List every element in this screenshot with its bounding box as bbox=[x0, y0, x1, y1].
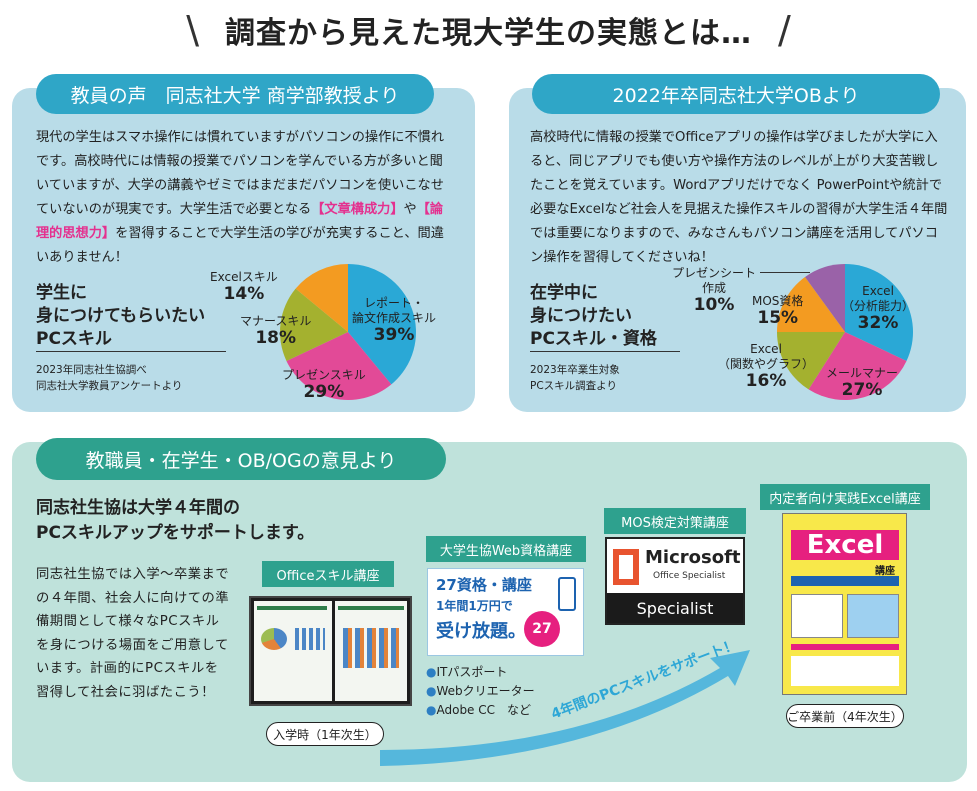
left-pie-label-excel: Excelスキル 14% bbox=[210, 270, 278, 304]
stage-freshman: 入学時（1年次生） bbox=[266, 722, 384, 746]
left-chart-source: 2023年同志社生協調べ 同志社大学教員アンケートより bbox=[36, 364, 183, 392]
teacher-voice-pill: 教員の声 同志社大学 商学部教授より bbox=[36, 74, 434, 114]
web-course-tag: 大学生協Web資格講座 bbox=[426, 536, 586, 562]
right-pie-slice-2 bbox=[777, 332, 845, 390]
growth-arrow bbox=[380, 650, 750, 766]
highlight-logic: 【論理的思想力】 bbox=[36, 202, 444, 241]
support-text: 同志社生協では入学〜卒業までの４年間、社会人に向けての準備期間として様々なPCス… bbox=[36, 567, 230, 700]
mos-logo-card: Microsoft Office Specialist Specialist bbox=[605, 537, 745, 625]
ob-voice-pill: 2022年卒同志社大学OBより bbox=[532, 74, 940, 114]
page-title-row: \ 調査から見えた現大学生の実態とは… / bbox=[0, 6, 977, 54]
left-pie-slice-3 bbox=[295, 264, 348, 332]
office-course-screenshot bbox=[249, 596, 412, 706]
list-item: ●Webクリエーター bbox=[426, 684, 535, 698]
left-pie-slice-1 bbox=[286, 332, 392, 400]
right-pie-label-mos: MOS資格 15% bbox=[752, 294, 804, 328]
left-pie-label-manner: マナースキル 18% bbox=[240, 314, 312, 348]
opinion-pill: 教職員・在学生・OB/OGの意見より bbox=[36, 438, 446, 480]
title-slash-left: \ bbox=[186, 8, 199, 52]
excel-course-poster: Excel 講座 bbox=[782, 513, 907, 695]
highlight-writing: 【文章構成力】 bbox=[311, 202, 404, 217]
right-pie-slice-3 bbox=[777, 276, 845, 332]
office-course-tag: Officeスキル講座 bbox=[262, 561, 394, 587]
list-item: ●Adobe CC など bbox=[426, 703, 532, 717]
ob-voice-text: 高校時代に情報の授業でOfficeアプリの操作は学びましたが大学に入ると、同じア… bbox=[530, 130, 948, 265]
stage-senior: ご卒業前（4年次生） bbox=[786, 704, 904, 728]
right-chart-heading: 在学中に 身につけたい PCスキル・資格 bbox=[530, 283, 657, 349]
course-count-badge: 27 bbox=[524, 611, 560, 647]
left-pie-slice-0 bbox=[348, 264, 416, 385]
right-pie-chart bbox=[777, 264, 913, 400]
right-chart-source: 2023年卒業生対象 PCスキル調査より bbox=[530, 364, 620, 392]
right-pie-slice-0 bbox=[845, 264, 913, 361]
right-pie-label-mail: メールマナー 27% bbox=[826, 366, 899, 400]
support-heading: 同志社生協は大学４年間の PCスキルアップをサポートします。 bbox=[36, 498, 315, 543]
left-pie-label-report: レポート・ 論文作成スキル 39% bbox=[352, 296, 437, 345]
left-pie-chart bbox=[280, 264, 416, 400]
right-pie-label-excel-analysis: Excel （分析能力） 32% bbox=[842, 284, 915, 333]
phone-icon bbox=[558, 577, 576, 611]
presen-sheet-leader bbox=[760, 272, 810, 273]
right-divider bbox=[530, 351, 680, 352]
mos-course-tag: MOS検定対策講座 bbox=[604, 508, 746, 534]
web-course-list: ●ITパスポート ●Webクリエーター ●Adobe CC など bbox=[426, 663, 535, 720]
right-pie-slice-4 bbox=[805, 264, 845, 332]
list-item: ●ITパスポート bbox=[426, 665, 508, 679]
left-divider bbox=[36, 351, 226, 352]
excel-course-tag: 内定者向け実践Excel講座 bbox=[760, 484, 930, 510]
left-pie-label-presen: プレゼンスキル 29% bbox=[282, 368, 366, 402]
left-pie-slice-2 bbox=[280, 288, 348, 361]
right-pie-label-presen-sheet: プレゼンシート 作成 10% bbox=[672, 266, 757, 315]
page-title: 調査から見えた現大学生の実態とは… bbox=[225, 16, 752, 51]
teacher-voice-text: 現代の学生はスマホ操作には慣れていますがパソコンの操作に不慣れです。高校時代には… bbox=[36, 130, 445, 265]
web-course-banner: 27資格・講座 1年間1万円で 受け放題。 27 bbox=[427, 568, 584, 656]
left-chart-heading: 学生に 身につけてもらいたい PCスキル bbox=[36, 283, 206, 349]
right-pie-label-excel-func: Excel （関数やグラフ） 16% bbox=[718, 342, 815, 391]
right-pie-slice-1 bbox=[808, 332, 907, 400]
title-slash-right: / bbox=[778, 8, 791, 52]
